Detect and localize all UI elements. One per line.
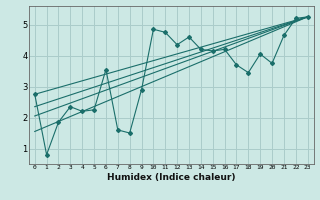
- X-axis label: Humidex (Indice chaleur): Humidex (Indice chaleur): [107, 173, 236, 182]
